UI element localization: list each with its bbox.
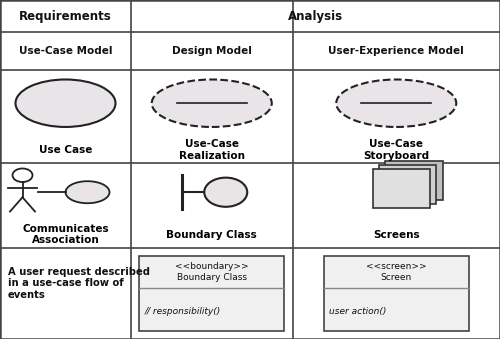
Text: Requirements: Requirements <box>19 9 112 23</box>
Text: Use-Case Model: Use-Case Model <box>19 46 112 56</box>
FancyBboxPatch shape <box>139 256 284 331</box>
Text: User-Experience Model: User-Experience Model <box>328 46 464 56</box>
Text: A user request described
in a use-case flow of
events: A user request described in a use-case f… <box>8 267 150 300</box>
Ellipse shape <box>152 80 272 127</box>
Text: <<boundary>>
Boundary Class: <<boundary>> Boundary Class <box>175 262 248 282</box>
Text: Use Case: Use Case <box>39 145 92 155</box>
Text: Analysis: Analysis <box>288 9 343 23</box>
Text: Communicates
Association: Communicates Association <box>22 224 109 245</box>
FancyBboxPatch shape <box>385 161 442 200</box>
Text: Design Model: Design Model <box>172 46 252 56</box>
FancyBboxPatch shape <box>324 256 469 331</box>
Text: Screens: Screens <box>373 230 420 240</box>
Ellipse shape <box>16 80 116 127</box>
Circle shape <box>204 178 247 207</box>
Text: Boundary Class: Boundary Class <box>166 230 257 240</box>
Ellipse shape <box>66 181 110 203</box>
FancyBboxPatch shape <box>378 165 436 204</box>
Text: Use-Case
Realization: Use-Case Realization <box>179 139 245 161</box>
Ellipse shape <box>336 80 456 127</box>
Text: <<screen>>
Screen: <<screen>> Screen <box>366 262 426 282</box>
FancyBboxPatch shape <box>372 169 430 208</box>
Circle shape <box>12 168 32 182</box>
Text: Use-Case
Storyboard: Use-Case Storyboard <box>363 139 430 161</box>
Text: user action(): user action() <box>329 307 386 316</box>
Text: // responsibility(): // responsibility() <box>144 307 220 316</box>
